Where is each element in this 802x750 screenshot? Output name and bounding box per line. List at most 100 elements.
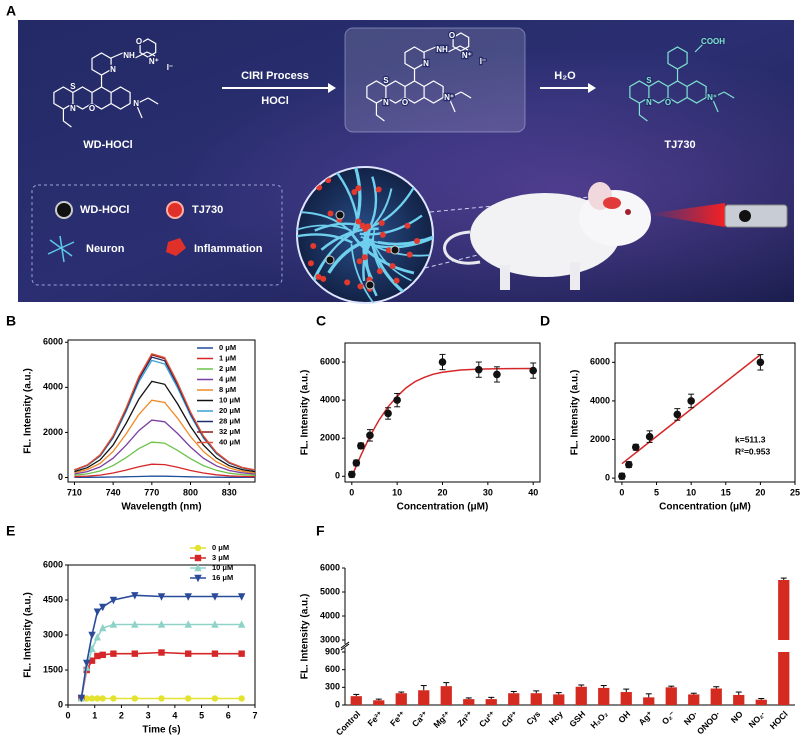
x-tick-label: 20 xyxy=(755,487,765,497)
legend-label: 0 μM xyxy=(219,343,236,352)
probe-dot xyxy=(325,255,335,265)
product-dot xyxy=(327,210,334,217)
series-line xyxy=(80,623,242,699)
x-tick-label: 2 xyxy=(119,710,124,720)
fit-line xyxy=(351,367,534,477)
product-dot xyxy=(355,185,362,192)
bar xyxy=(508,693,520,705)
y-tick-label: 2000 xyxy=(590,434,610,444)
product-dot xyxy=(414,238,421,245)
atom-label: N xyxy=(423,59,429,68)
bar xyxy=(485,699,497,705)
bar xyxy=(778,652,790,705)
x-tick-label: GSH xyxy=(567,709,587,729)
point-marker xyxy=(238,695,245,702)
y-tick-label: 6000 xyxy=(320,562,340,572)
x-tick-label: 30 xyxy=(483,487,493,497)
series-line xyxy=(74,353,256,471)
atom-label: N⁺ xyxy=(444,93,454,102)
bar xyxy=(778,580,790,640)
point-marker xyxy=(184,620,192,628)
data-point xyxy=(384,409,392,418)
product-dot xyxy=(344,279,351,286)
atom-label: I⁻ xyxy=(167,63,173,72)
point-marker xyxy=(83,659,91,668)
arrow-head xyxy=(588,83,596,93)
y-tick-label: 6000 xyxy=(590,357,610,367)
product-dot xyxy=(356,258,363,265)
bar xyxy=(710,688,722,705)
atom-label: NH xyxy=(123,51,135,60)
x-tick-label: Ag⁺ xyxy=(636,709,655,728)
x-tick-label: 10 xyxy=(392,487,402,497)
bar xyxy=(755,699,767,705)
atom-label: O xyxy=(665,98,671,107)
bar xyxy=(418,690,430,705)
neuron-network xyxy=(297,167,433,303)
series-line xyxy=(74,380,256,473)
product-dot xyxy=(378,220,385,227)
x-tick-label: NO· xyxy=(682,709,700,727)
y-tick-label: 2000 xyxy=(43,427,63,437)
point-marker xyxy=(131,592,139,600)
point-marker xyxy=(157,593,166,601)
x-tick-label: Cu²⁺ xyxy=(477,709,498,730)
product-dot xyxy=(376,268,383,275)
y-tick-label: 0 xyxy=(335,699,340,709)
y-tick-label: 3000 xyxy=(320,634,340,644)
x-tick-label: NO xyxy=(729,709,745,725)
atom-label: S xyxy=(646,76,652,85)
product-dot xyxy=(385,247,392,254)
y-tick-label: 0 xyxy=(58,699,63,709)
point-marker xyxy=(93,633,102,641)
axis-break xyxy=(340,641,350,649)
bar xyxy=(350,696,362,705)
y-tick-label: 2000 xyxy=(320,433,340,443)
x-tick-label: 0 xyxy=(65,710,70,720)
x-tick-label: 1 xyxy=(92,710,97,720)
x-tick-label: 4 xyxy=(172,710,177,720)
plot-frame xyxy=(67,564,256,706)
atom-label: NH xyxy=(436,45,448,54)
data-point xyxy=(618,472,626,481)
molecule-bonds xyxy=(366,32,472,122)
data-point xyxy=(529,366,537,375)
x-axis-label: Concentration (μM) xyxy=(397,502,489,513)
y-axis-label: FL. Intensity (a.u.) xyxy=(23,592,34,678)
product-dot xyxy=(393,277,400,284)
intermediate-box xyxy=(344,27,526,133)
y-tick-label: 0 xyxy=(335,471,340,481)
x-tick-label: 0 xyxy=(349,487,354,497)
probe-icon xyxy=(55,201,73,219)
panel-label: B xyxy=(6,313,16,329)
y-axis-label: FL. Intensity (a.u.) xyxy=(570,370,581,456)
probe-dot xyxy=(365,280,375,290)
arrow-label: HOCl xyxy=(261,95,289,107)
compound-name: WD-HOCl xyxy=(83,139,133,151)
point-marker xyxy=(99,603,107,612)
point-marker xyxy=(238,650,245,657)
data-point xyxy=(348,470,356,479)
data-point xyxy=(393,396,401,404)
legend-label: 32 μM xyxy=(219,427,240,436)
x-tick-label: 710 xyxy=(67,487,82,497)
point-marker xyxy=(211,620,219,628)
compound-name: TJ730 xyxy=(664,139,695,151)
y-tick-label: 6000 xyxy=(43,559,63,569)
fit-line xyxy=(621,354,761,465)
y-tick-label: 600 xyxy=(325,664,340,674)
bar xyxy=(553,694,565,705)
x-tick-label: OH xyxy=(616,709,632,725)
panel-label: E xyxy=(6,523,15,539)
atom-label: N xyxy=(133,99,139,108)
series-line xyxy=(80,594,242,699)
x-tick-label: 40 xyxy=(528,487,538,497)
series-line xyxy=(74,463,256,478)
x-tick-label: 25 xyxy=(790,487,800,497)
product-dot xyxy=(404,222,411,229)
x-tick-label: Zn²⁺ xyxy=(455,709,475,729)
legend-label: 28 μM xyxy=(219,416,240,425)
neuron-branch xyxy=(297,233,353,244)
product-dot xyxy=(351,188,358,195)
